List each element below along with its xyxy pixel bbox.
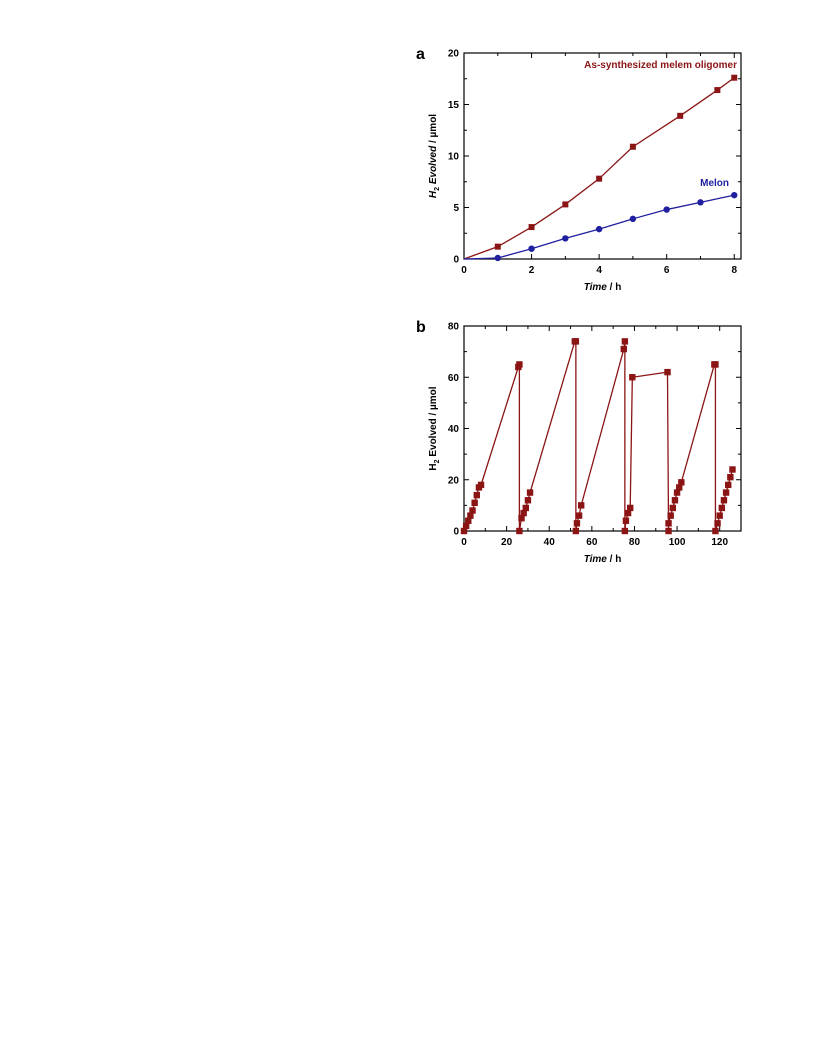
x-tick-label: 0 (461, 265, 467, 276)
y-tick-label: 0 (453, 527, 459, 538)
series-line (463, 340, 734, 532)
data-point (469, 507, 476, 514)
data-point (716, 512, 723, 519)
data-point (516, 527, 523, 535)
y-axis-title: H2 Evolved / µmol (428, 114, 441, 198)
panel-a-chart: 0 2 4 6 8 0 5 10 15 20 a Time / h H2 Evolved / µmol A… (416, 46, 742, 293)
data-point (573, 520, 581, 527)
data-point (627, 504, 634, 512)
x-tick-label: 0 (461, 537, 467, 548)
data-point (528, 224, 535, 231)
y-tick-label: 5 (453, 203, 459, 214)
data-point (494, 243, 501, 250)
y-tick-label: 15 (448, 100, 460, 111)
data-point (516, 361, 523, 368)
data-point (720, 497, 728, 504)
data-point (731, 191, 738, 199)
x-tick-label: 8 (731, 265, 737, 276)
data-point (620, 345, 628, 353)
x-tick-label: 2 (529, 265, 535, 276)
data-point (572, 338, 580, 345)
data-point (575, 512, 583, 519)
data-point (718, 504, 726, 512)
data-point (678, 479, 685, 486)
data-point (572, 527, 580, 535)
x-axis-title: Time / h (584, 554, 622, 565)
data-point (677, 112, 684, 119)
data-point (460, 527, 468, 535)
data-point (665, 527, 672, 535)
data-point (473, 491, 480, 499)
data-point (621, 527, 629, 535)
panel-letter: b (416, 319, 426, 336)
series-label: Melon (700, 178, 729, 189)
data-point (673, 489, 681, 496)
data-point (664, 368, 671, 376)
data-point (518, 514, 525, 522)
y-tick-label: 20 (448, 475, 460, 486)
y-tick-label: 10 (448, 152, 460, 163)
data-point (629, 374, 636, 381)
data-point (467, 512, 474, 519)
y-tick-label: 20 (448, 49, 460, 60)
data-point (669, 504, 677, 512)
data-point (520, 509, 527, 517)
x-tick-label: 6 (664, 265, 670, 276)
data-point (465, 517, 472, 524)
data-point (714, 87, 721, 94)
x-tick-label: 4 (596, 265, 602, 276)
data-point (494, 254, 501, 262)
data-point (697, 199, 704, 206)
y-tick-label: 0 (453, 255, 459, 266)
x-tick-label: 120 (711, 537, 728, 548)
data-point (595, 225, 603, 233)
data-point (624, 509, 632, 517)
data-point (621, 338, 629, 345)
y-tick-label: 40 (448, 424, 460, 435)
data-point (671, 497, 679, 504)
data-point (676, 484, 683, 491)
data-point (462, 522, 470, 530)
data-point (712, 527, 719, 535)
data-point (577, 502, 585, 509)
data-point (727, 473, 734, 481)
panel-b-chart: 0 20 40 60 80 100 120 0 20 40 60 80 b Time / h H2 Evol… (416, 319, 742, 565)
data-point (562, 201, 569, 208)
y-tick-label: 80 (448, 322, 460, 333)
data-point (629, 215, 637, 223)
y-axis-title: H2 Evolved / µmol (428, 386, 441, 470)
x-tick-label: 100 (669, 537, 686, 548)
data-point (663, 206, 670, 213)
data-point (522, 504, 529, 512)
data-point (729, 466, 736, 473)
series-label: As-synthesized melem oligomer (584, 60, 737, 71)
data-point (622, 517, 630, 524)
x-tick-label: 80 (629, 537, 641, 548)
data-point (712, 361, 719, 368)
data-point (665, 520, 672, 527)
data-point (524, 497, 532, 504)
y-tick-label: 60 (448, 373, 460, 384)
data-point (526, 489, 534, 496)
data-point (562, 235, 569, 242)
x-tick-label: 40 (544, 537, 556, 548)
data-point (731, 74, 738, 81)
panel-letter: a (416, 46, 425, 63)
data-point (725, 481, 732, 489)
data-point (477, 481, 485, 489)
data-point (629, 143, 636, 150)
data-point (714, 520, 721, 527)
x-tick-label: 20 (501, 537, 513, 548)
data-point (722, 489, 730, 496)
data-point (667, 512, 674, 519)
x-tick-label: 60 (586, 537, 598, 548)
data-point (596, 175, 603, 182)
x-axis-title: Time / h (584, 282, 622, 293)
data-point (471, 499, 478, 507)
data-point (528, 245, 535, 252)
